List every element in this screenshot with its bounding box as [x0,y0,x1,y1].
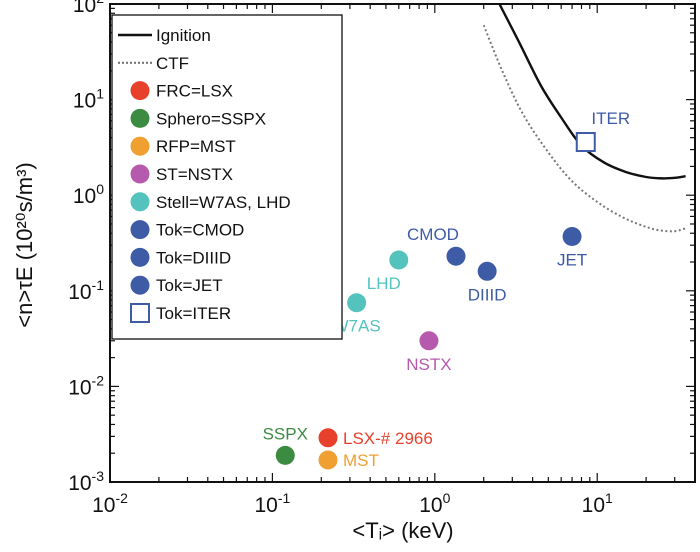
point-jet [562,226,582,246]
legend-label-st-nstx: ST=NSTX [156,165,233,184]
legend-label-tok-diiid: Tok=DIIID [156,248,231,267]
y-tick-label: 100 [73,181,104,208]
y-tick-label: 10-1 [68,277,104,304]
legend-swatch-tok-diiid [130,247,150,267]
legend-label-ctf: CTF [156,54,189,73]
legend-swatch-tok-cmod [130,220,150,240]
point-w7as [347,293,367,313]
y-tick-label: 10-3 [68,468,104,495]
y-axis-title: <n>τE (10²⁰s/m³) [12,162,37,327]
point-label-sspx: SSPX [263,424,308,443]
legend: Ignition CTF FRC=LSX Sphero=SSPX RFP=MST ST=N… [111,14,343,340]
plot-area [482,4,686,233]
point-nstx [419,331,439,351]
point-label-lsx-2966: LSX-# 2966 [343,429,433,448]
point-sspx [275,445,295,465]
y-tick-label: 10-2 [68,372,104,399]
point-cmod [446,246,466,266]
data-points: SSPX LSX-# 2966 MST W7AS LHD NSTX CMOD DIIID JET… [263,109,631,470]
legend-swatch-tok-iter [130,303,150,323]
point-label-cmod: CMOD [407,225,459,244]
legend-label-stell-w7as-lhd: Stell=W7AS, LHD [156,193,291,212]
point-label-iter: ITER [591,109,630,128]
legend-label-rfp-mst: RFP=MST [156,137,236,156]
legend-swatch-tok-jet [130,275,150,295]
legend-label-ignition: Ignition [156,26,211,45]
legend-box [111,14,343,340]
point-label-mst: MST [343,451,379,470]
ctf-curve [482,24,686,233]
point-iter [575,132,596,153]
point-label-lhd: LHD [367,274,401,293]
legend-label-tok-cmod: Tok=CMOD [156,221,244,240]
y-tick-labels: 10-3 10-2 10-1 100 101 102 [68,0,104,495]
x-tick-label: 100 [419,490,450,517]
ignition-curve [498,4,686,180]
legend-swatch-stell-w7as-lhd [130,192,150,212]
point-lhd [389,250,409,270]
point-diiid [477,261,497,281]
point-label-nstx: NSTX [406,355,451,374]
y-tick-label: 102 [73,0,104,17]
legend-swatch-sphero-sspx [130,108,150,128]
legend-label-frc-lsx: FRC=LSX [156,82,233,101]
point-label-jet: JET [557,250,587,269]
y-tick-label: 101 [73,86,104,113]
legend-label-sphero-sspx: Sphero=SSPX [156,109,266,128]
x-tick-labels: 10-2 10-1 100 101 [92,490,613,517]
legend-label-tok-iter: Tok=ITER [156,304,231,323]
x-tick-label: 10-2 [92,490,128,517]
legend-label-tok-jet: Tok=JET [156,276,223,295]
plot-frame [109,3,696,483]
point-label-diiid: DIIID [468,285,507,304]
legend-swatch-rfp-mst [130,136,150,156]
point-label-w7as: W7AS [333,317,381,336]
legend-swatch-st-nstx [130,164,150,184]
x-tick-label: 101 [582,490,613,517]
x-axis-title: <Tᵢ> (keV) [352,518,453,543]
x-tick-label: 10-1 [255,490,291,517]
point-lsx-2966 [318,428,338,448]
legend-swatch-frc-lsx [130,81,150,101]
point-mst [318,450,338,470]
